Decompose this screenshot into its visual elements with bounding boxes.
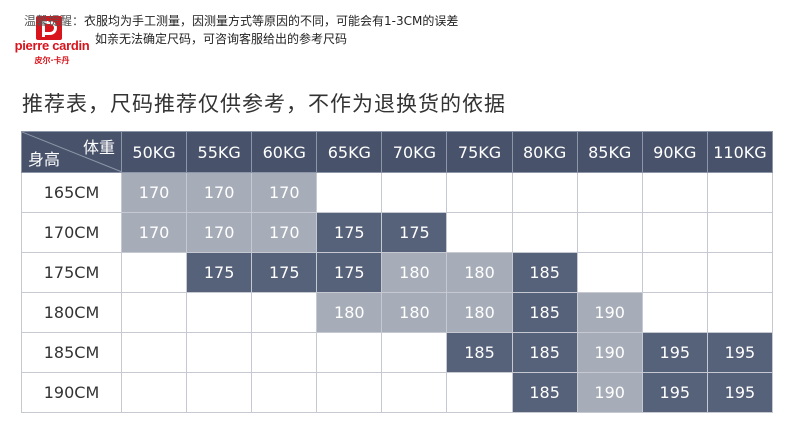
notice: 温馨提醒：衣服均为手工测量，因测量方式等原因的不同，可能会有1-3CM的误差 如… — [24, 12, 458, 48]
notice-line-2: 如亲无法确定尺码，可咨询客服给出的参考尺码 — [95, 32, 348, 46]
empty-cell — [251, 332, 318, 373]
size-cell: 170 — [251, 172, 318, 213]
page-heading: 推荐表，尺码推荐仅供参考，不作为退换货的依据 — [22, 92, 506, 116]
size-cell: 195 — [641, 332, 708, 373]
column-header-weight: 60KG — [251, 131, 318, 173]
size-cell: 180 — [446, 292, 513, 333]
size-cell: 185 — [511, 372, 578, 413]
table-row: 175CM 175 175 175 180 180 185 — [21, 252, 774, 293]
empty-cell — [316, 332, 383, 373]
empty-cell — [511, 212, 578, 253]
empty-cell — [641, 172, 708, 213]
row-header-height: 175CM — [21, 252, 122, 293]
size-cell: 175 — [316, 212, 383, 253]
size-cell: 190 — [576, 292, 643, 333]
brand-logo: pierre cardin 皮尔·卡丹 — [6, 16, 98, 68]
notice-text-1: 衣服均为手工测量，因测量方式等原因的不同，可能会有1-3CM的误差 — [84, 14, 459, 28]
column-header-weight: 110KG — [706, 131, 774, 173]
notice-prefix: 温馨提醒： — [24, 14, 85, 28]
corner-height-label: 身高 — [28, 150, 61, 169]
size-cell: 195 — [641, 372, 708, 413]
empty-cell — [511, 172, 578, 213]
size-cell: 180 — [446, 252, 513, 293]
empty-cell — [120, 292, 188, 333]
logo-brand-text: pierre cardin — [14, 38, 90, 53]
row-header-height: 170CM — [21, 212, 122, 253]
empty-cell — [576, 172, 643, 213]
empty-cell — [576, 252, 643, 293]
size-cell: 170 — [120, 212, 188, 253]
row-header-height: 190CM — [21, 372, 122, 413]
size-cell: 170 — [186, 212, 253, 253]
empty-cell — [706, 212, 774, 253]
size-cell: 170 — [120, 172, 188, 213]
column-header-weight: 75KG — [446, 131, 513, 173]
logo-brand-cn-text: 皮尔·卡丹 — [34, 56, 70, 65]
table-body: 165CM 170 170 170 170CM 170 170 170 175 175 175CM 1… — [21, 172, 774, 413]
empty-cell — [251, 292, 318, 333]
empty-cell — [641, 292, 708, 333]
size-cell: 190 — [576, 372, 643, 413]
size-cell: 180 — [316, 292, 383, 333]
column-header-weight: 65KG — [316, 131, 383, 173]
empty-cell — [120, 252, 188, 293]
empty-cell — [120, 372, 188, 413]
empty-cell — [120, 332, 188, 373]
table-row: 190CM 185 190 195 195 — [21, 372, 774, 413]
column-header-weight: 90KG — [641, 131, 708, 173]
logo-mark-icon — [36, 16, 62, 40]
row-header-height: 185CM — [21, 332, 122, 373]
size-cell: 170 — [186, 172, 253, 213]
header-row: 体重 身高 50KG 55KG 60KG 65KG 70KG 75KG 80KG 85KG 90… — [21, 131, 774, 173]
corner-header-cell: 体重 身高 — [21, 131, 122, 173]
empty-cell — [381, 332, 448, 373]
empty-cell — [446, 172, 513, 213]
row-header-height: 165CM — [21, 172, 122, 213]
size-cell: 195 — [706, 332, 774, 373]
table-row: 170CM 170 170 170 175 175 — [21, 212, 774, 253]
size-cell: 195 — [706, 372, 774, 413]
empty-cell — [576, 212, 643, 253]
size-cell: 175 — [316, 252, 383, 293]
notice-line-1: 温馨提醒：衣服均为手工测量，因测量方式等原因的不同，可能会有1-3CM的误差 — [24, 12, 458, 30]
empty-cell — [381, 372, 448, 413]
size-cell: 185 — [446, 332, 513, 373]
empty-cell — [706, 292, 774, 333]
empty-cell — [316, 372, 383, 413]
size-cell: 175 — [251, 252, 318, 293]
empty-cell — [186, 332, 253, 373]
size-recommendation-table: 体重 身高 50KG 55KG 60KG 65KG 70KG 75KG 80KG 85KG 90… — [21, 131, 774, 413]
column-header-weight: 70KG — [381, 131, 448, 173]
table-row: 180CM 180 180 180 185 190 — [21, 292, 774, 333]
empty-cell — [706, 172, 774, 213]
size-cell: 185 — [511, 332, 578, 373]
size-cell: 180 — [381, 292, 448, 333]
size-cell: 190 — [576, 332, 643, 373]
table-row: 185CM 185 185 190 195 195 — [21, 332, 774, 373]
empty-cell — [706, 252, 774, 293]
empty-cell — [381, 172, 448, 213]
column-header-weight: 50KG — [120, 131, 188, 173]
size-cell: 175 — [381, 212, 448, 253]
table-row: 165CM 170 170 170 — [21, 172, 774, 213]
row-header-height: 180CM — [21, 292, 122, 333]
size-cell: 185 — [511, 292, 578, 333]
empty-cell — [251, 372, 318, 413]
corner-diagonal — [22, 132, 121, 172]
column-header-weight: 55KG — [186, 131, 253, 173]
empty-cell — [446, 212, 513, 253]
size-cell: 170 — [251, 212, 318, 253]
corner-weight-label: 体重 — [82, 138, 115, 157]
size-cell: 175 — [186, 252, 253, 293]
column-header-weight: 80KG — [511, 131, 578, 173]
empty-cell — [186, 292, 253, 333]
size-cell: 185 — [511, 252, 578, 293]
column-header-weight: 85KG — [576, 131, 643, 173]
size-cell: 180 — [381, 252, 448, 293]
empty-cell — [316, 172, 383, 213]
empty-cell — [186, 372, 253, 413]
empty-cell — [446, 372, 513, 413]
empty-cell — [641, 212, 708, 253]
empty-cell — [641, 252, 708, 293]
